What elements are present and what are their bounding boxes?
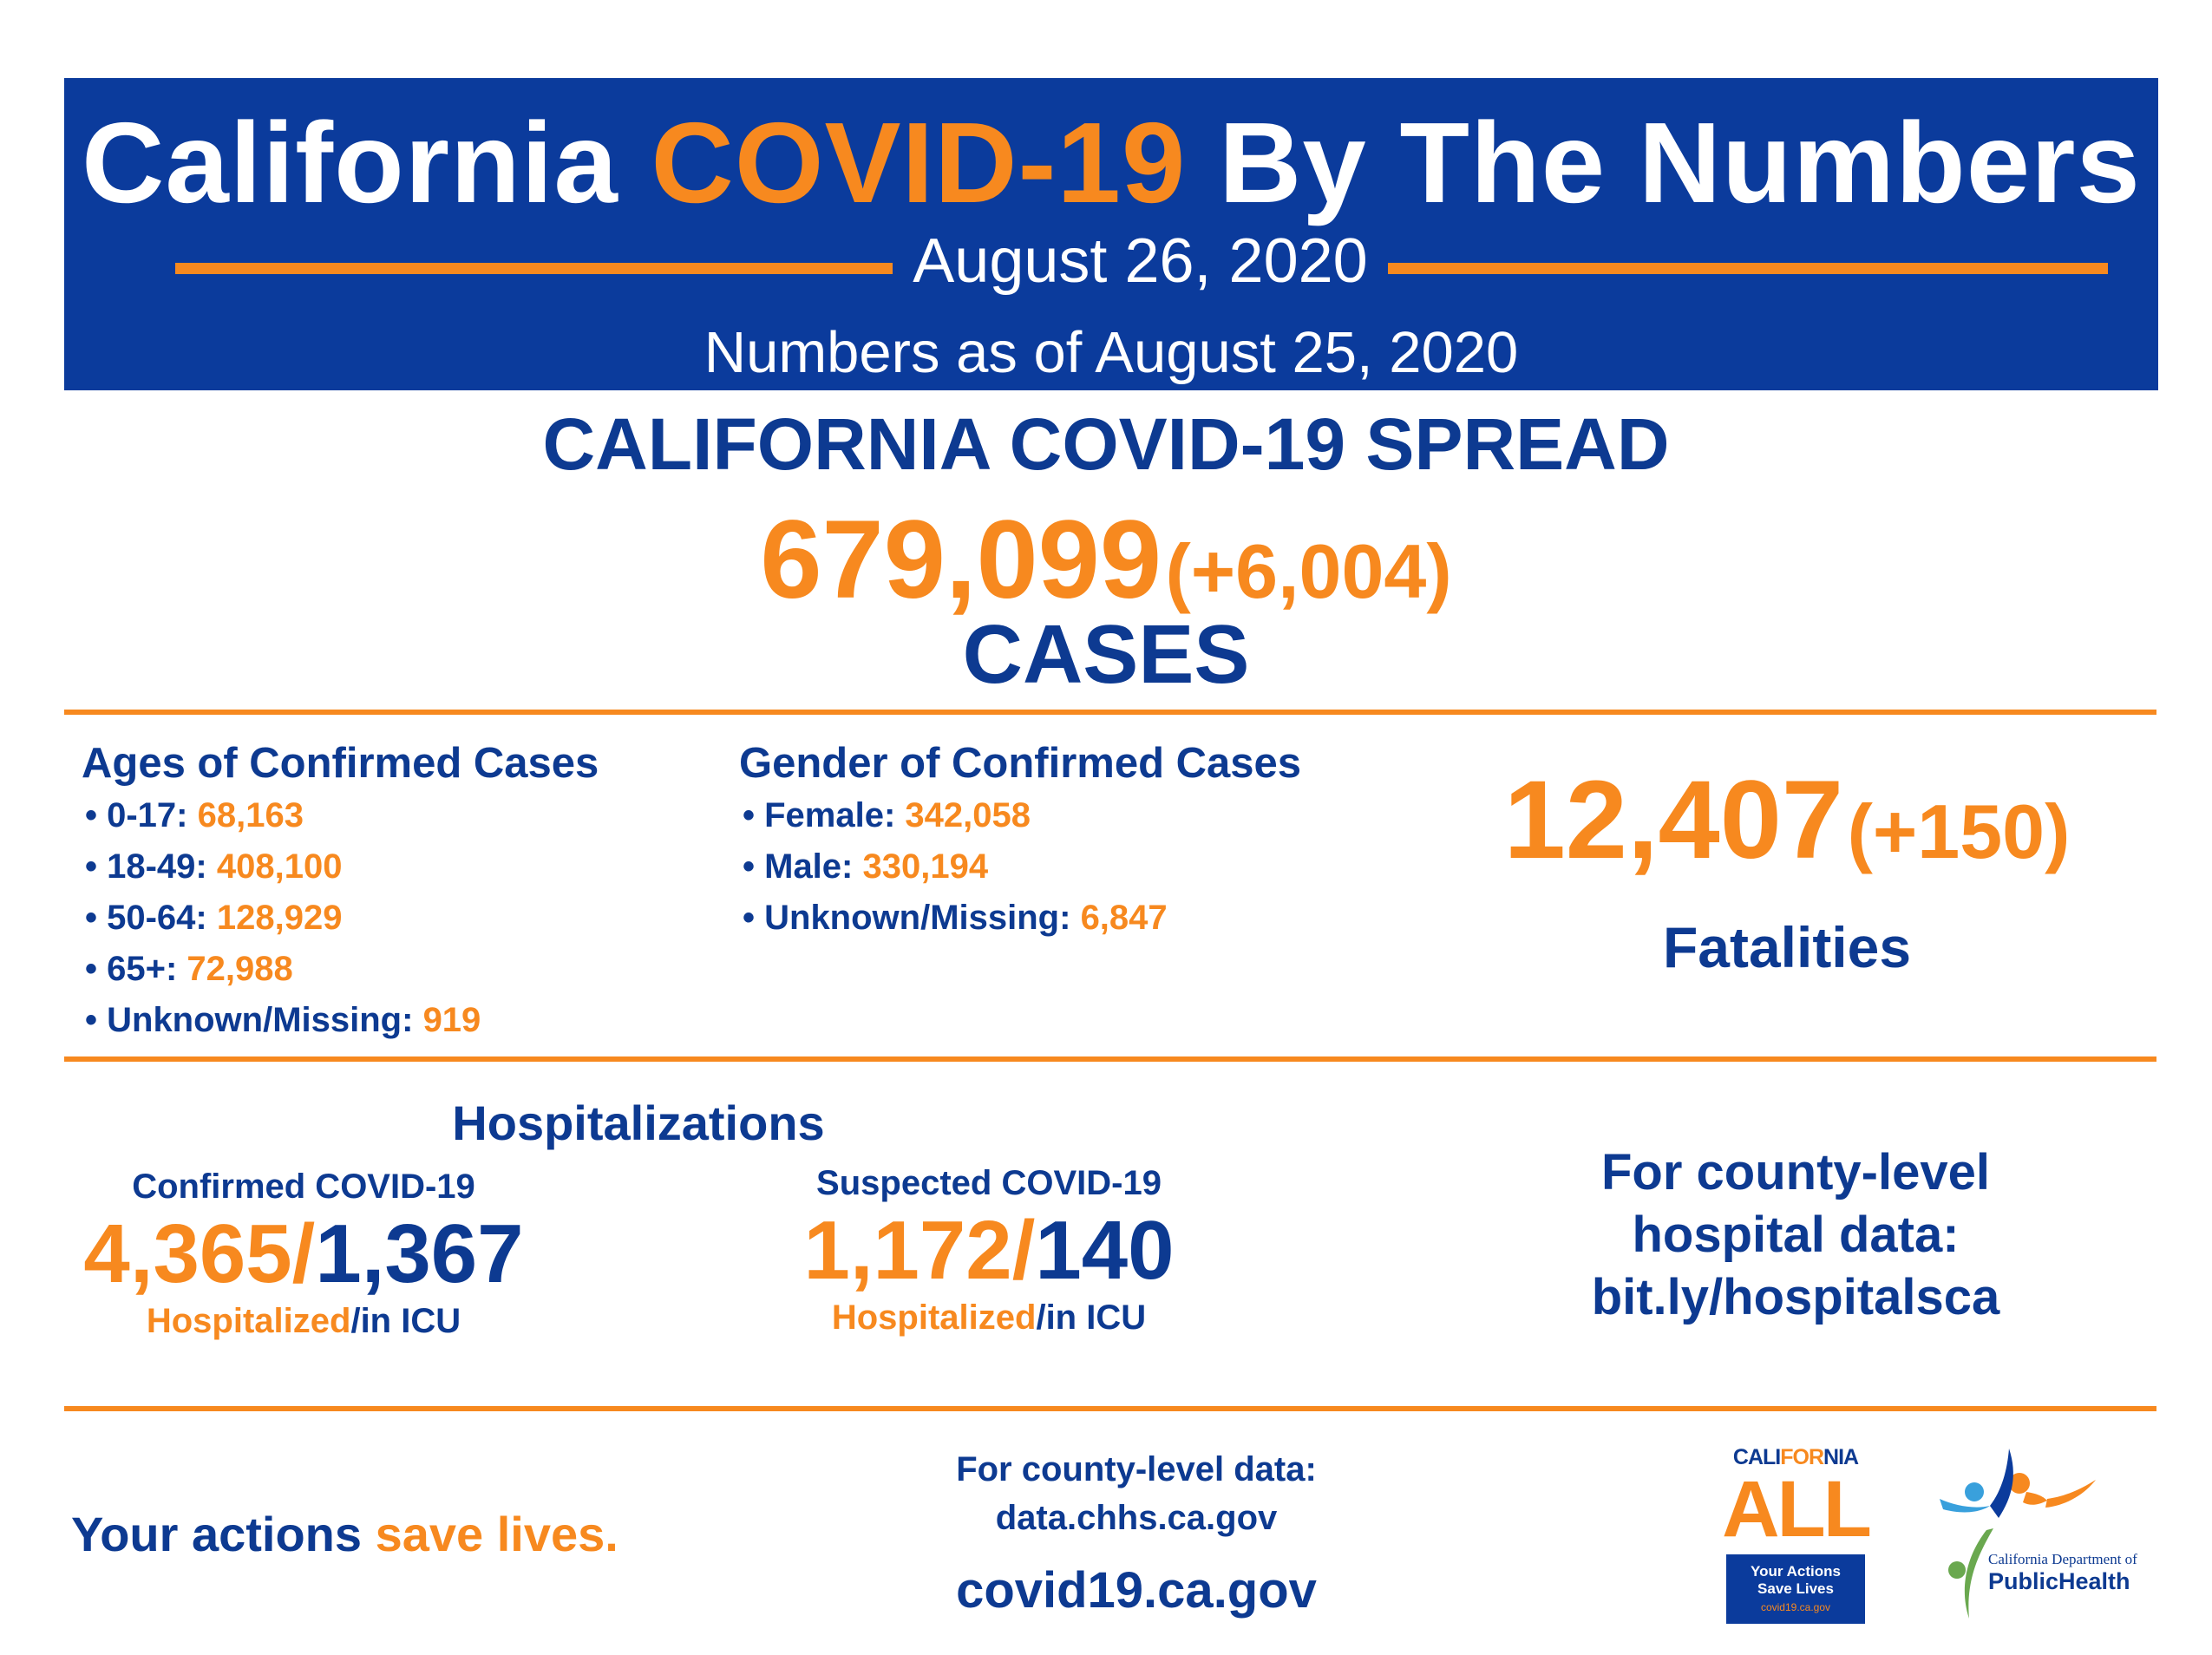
hospitalized-label: Hospitalized (831, 1298, 1037, 1338)
confirmed-hospitalizations: Confirmed COVID-19 4,365/1,367 Hospitali… (52, 1168, 555, 1341)
title-part-2: By The Numbers (1186, 99, 2141, 226)
cases-label: CASES (962, 608, 1250, 701)
numbers-as-of: Numbers as of August 25, 2020 (704, 320, 1519, 385)
list-item: • 50-64: 128,929 (85, 899, 481, 950)
county-hospital-line-1: For county-level (1601, 1144, 1990, 1200)
fatalities-line: 12,407 (+150) (1423, 756, 2151, 884)
item-label: • 0-17: (85, 796, 198, 834)
cdph-figures-icon (1940, 1449, 2096, 1619)
icu-label: /in ICU (1036, 1298, 1147, 1338)
ca-all-big-text: ALL (1722, 1465, 1872, 1554)
county-data-label: For county-level data: (956, 1450, 1317, 1488)
icu-label: /in ICU (350, 1302, 461, 1341)
ca-all-wordmark-2: FOR (1780, 1445, 1824, 1469)
cdph-logo: California Department of PublicHealth (1936, 1449, 2162, 1622)
item-label: • Unknown/Missing: (743, 899, 1081, 937)
item-value: 6,847 (1080, 899, 1168, 937)
item-value: 128,929 (216, 899, 343, 937)
confirmed-label: Confirmed COVID-19 (132, 1168, 475, 1206)
item-label: • 18-49: (85, 847, 217, 886)
ca-all-wordmark-1: CALI (1732, 1445, 1781, 1469)
cdph-department: California Department of (1988, 1551, 2137, 1567)
hospitalizations-heading: Hospitalizations (452, 1096, 825, 1150)
date-rule-left (175, 263, 893, 274)
item-label: • Female: (743, 796, 906, 834)
cases-total-line: 679,099 (+6,004) (0, 496, 2212, 624)
cases-total: 679,099 (760, 498, 1162, 622)
divider (64, 1056, 2156, 1062)
ca-all-box: Your Actions Save Lives covid19.ca.gov (1726, 1554, 1865, 1624)
confirmed-icu: 1,367 (315, 1207, 524, 1300)
slogan-part-2: save lives. (375, 1507, 618, 1561)
county-hospital-line-2: hospital data: (1632, 1207, 1960, 1263)
list-item: • 65+: 72,988 (85, 950, 481, 1001)
suspected-hospitalized: 1,172/ (803, 1204, 1036, 1297)
confirmed-hospitalized: 4,365/ (83, 1207, 316, 1300)
ca-all-line-1: Your Actions (1751, 1563, 1841, 1580)
list-item: • 0-17: 68,163 (85, 796, 481, 847)
site-link[interactable]: covid19.ca.gov (956, 1562, 1317, 1619)
list-item: • Female: 342,058 (743, 796, 1168, 847)
item-value: 408,100 (216, 847, 343, 886)
slogan: Your actions save lives. (71, 1506, 618, 1562)
ca-all-wordmark-3: NIA (1823, 1445, 1859, 1469)
date-rule-right (1388, 263, 2108, 274)
list-item: • Male: 330,194 (743, 847, 1168, 899)
suspected-icu: 140 (1035, 1204, 1175, 1297)
item-label: • Male: (743, 847, 863, 886)
fatalities-label: Fatalities (1662, 915, 1912, 979)
gender-heading: Gender of Confirmed Cases (739, 740, 1302, 787)
spread-title: CALIFORNIA COVID-19 SPREAD (542, 403, 1670, 485)
ca-all-wordmark: CALIFORNIA (1718, 1445, 1874, 1470)
fatalities-total: 12,407 (1503, 758, 1844, 882)
item-label: • 65+: (85, 950, 187, 988)
county-hospital-data: For county-level hospital data: bit.ly/h… (1509, 1141, 2082, 1329)
ca-all-line-3: covid19.ca.gov (1760, 1601, 1831, 1613)
california-all-logo: CALIFORNIA ALL Your Actions Save Lives c… (1718, 1440, 1874, 1631)
suspected-hospitalizations: Suspected COVID-19 1,172/140 Hospitalize… (737, 1164, 1240, 1338)
suspected-footnote: Hospitalized/in ICU (737, 1298, 1240, 1338)
ca-all-line-2: Save Lives (1757, 1580, 1834, 1597)
suspected-numbers: 1,172/140 (737, 1203, 1240, 1298)
item-value: 72,988 (187, 950, 293, 988)
page-title: California COVID-19 By The Numbers (64, 97, 2158, 228)
cdph-name: PublicHealth (1988, 1568, 2130, 1594)
list-item: • Unknown/Missing: 919 (85, 1001, 481, 1052)
item-value: 342,058 (905, 796, 1031, 834)
cases-change: (+6,004) (1165, 528, 1452, 614)
hospitals-link[interactable]: bit.ly/hospitalsca (1591, 1269, 2000, 1325)
item-value: 68,163 (197, 796, 304, 834)
item-value: 919 (422, 1001, 481, 1039)
list-item: • 18-49: 408,100 (85, 847, 481, 899)
item-label: • 50-64: (85, 899, 217, 937)
title-part-1: California (82, 99, 651, 226)
title-highlight: COVID-19 (651, 99, 1187, 226)
hospitalized-label: Hospitalized (146, 1302, 351, 1341)
county-data-link[interactable]: data.chhs.ca.gov (995, 1499, 1278, 1537)
fatalities-change: (+150) (1847, 788, 2071, 874)
ages-heading: Ages of Confirmed Cases (82, 740, 599, 787)
confirmed-numbers: 4,365/1,367 (52, 1207, 555, 1302)
divider (64, 1406, 2156, 1411)
ages-list: • 0-17: 68,163 • 18-49: 408,100 • 50-64:… (85, 796, 481, 1052)
header-banner: California COVID-19 By The Numbers Augus… (64, 78, 2158, 390)
gender-list: • Female: 342,058 • Male: 330,194 • Unkn… (743, 796, 1168, 950)
suspected-label: Suspected COVID-19 (816, 1164, 1162, 1202)
list-item: • Unknown/Missing: 6,847 (743, 899, 1168, 950)
confirmed-footnote: Hospitalized/in ICU (52, 1302, 555, 1341)
county-data: For county-level data: data.chhs.ca.gov (867, 1445, 1405, 1542)
item-value: 330,194 (862, 847, 989, 886)
report-date: August 26, 2020 (913, 226, 1368, 296)
slogan-part-1: Your actions (71, 1507, 376, 1561)
item-label: • Unknown/Missing: (85, 1001, 423, 1039)
divider (64, 710, 2156, 715)
